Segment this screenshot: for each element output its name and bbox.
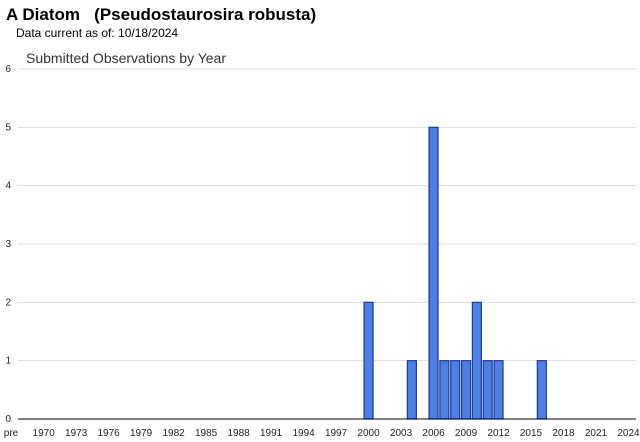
x-tick-label: 2018 (552, 428, 575, 439)
x-tick-label: pre (4, 428, 19, 439)
data-current-label: Data current as of: 10/18/2024 (16, 26, 179, 40)
y-tick-label: 3 (5, 239, 11, 250)
x-tick-label: 1979 (130, 428, 153, 439)
x-tick-label: 1991 (260, 428, 283, 439)
y-tick-label: 1 (5, 356, 11, 367)
bar-2012 (493, 360, 504, 420)
bar-2009 (460, 360, 472, 420)
x-tick-label: 2021 (585, 428, 608, 439)
y-tick-label: 5 (5, 122, 11, 133)
x-tick-label: 2006 (422, 428, 445, 439)
y-tick-label: 2 (5, 297, 11, 308)
x-tick-label: 2015 (520, 428, 543, 439)
x-tick-label: 2000 (357, 428, 380, 439)
y-tick-label: 4 (5, 181, 11, 192)
x-tick-label: 1970 (33, 428, 56, 439)
x-tick-label: 2024 (617, 428, 640, 439)
bar-2006 (428, 126, 439, 420)
bar-2000 (363, 301, 374, 420)
x-tick-label: 1985 (195, 428, 218, 439)
bar-2004 (406, 360, 417, 420)
x-tick-label: 1988 (227, 428, 250, 439)
x-tick-label: 2009 (455, 428, 478, 439)
bar-2016 (536, 360, 547, 420)
bar-2011 (482, 360, 493, 420)
bar-2007 (439, 360, 450, 420)
x-tick-label: 2003 (390, 428, 413, 439)
x-tick-label: 1973 (65, 428, 88, 439)
chart-title: Submitted Observations by Year (26, 50, 227, 66)
x-tick-label: 2012 (487, 428, 510, 439)
y-tick-label: 6 (5, 64, 11, 75)
bar-2010 (471, 301, 482, 420)
y-tick-label: 0 (5, 414, 11, 425)
x-tick-label: 1982 (162, 428, 185, 439)
x-tick-label: 1976 (98, 428, 121, 439)
x-tick-label: 1997 (325, 428, 348, 439)
page-title: A Diatom (Pseudostaurosira robusta) (6, 5, 317, 24)
x-tick-label: 1994 (292, 428, 315, 439)
bar-2008 (450, 360, 461, 420)
